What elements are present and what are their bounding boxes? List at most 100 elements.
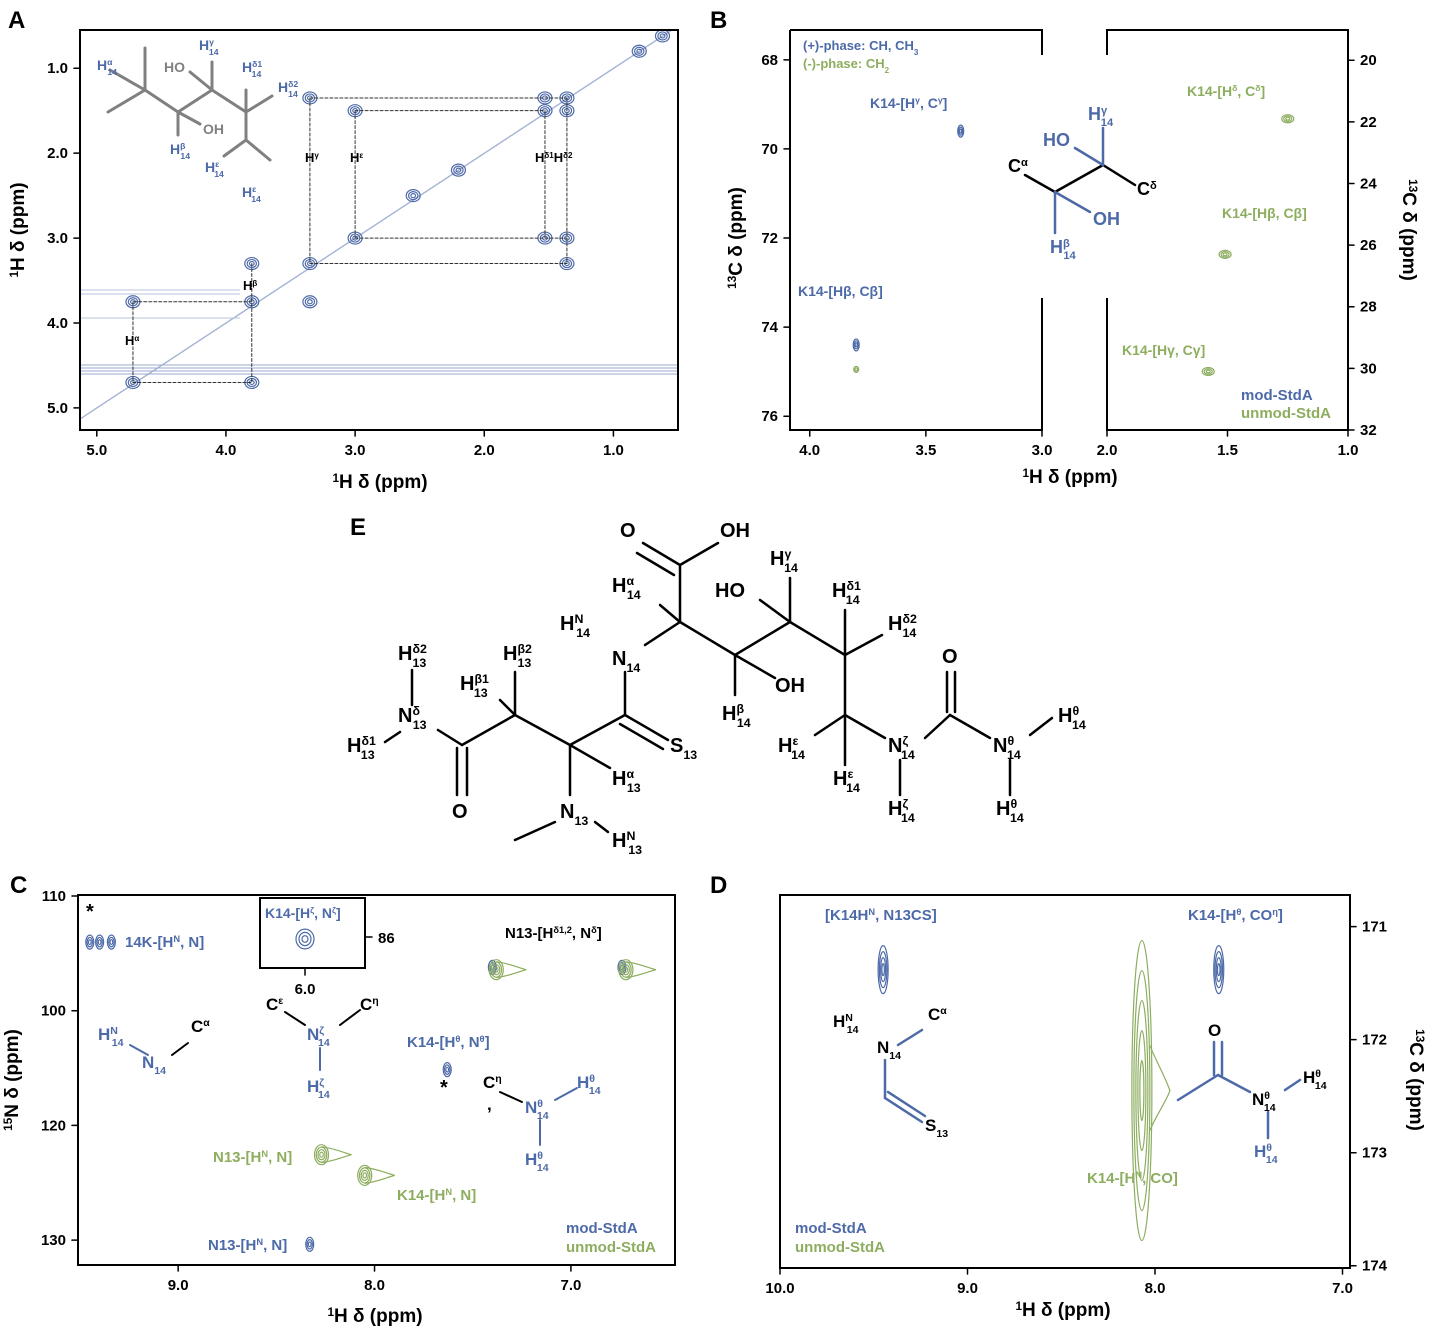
label-part: 13 xyxy=(936,1128,948,1140)
bond xyxy=(498,698,517,717)
label-part: 15 xyxy=(2,1117,15,1131)
atom-label: Hβ 14 xyxy=(1050,237,1077,262)
label-part: H xyxy=(612,768,626,790)
label-part: N xyxy=(110,1025,118,1037)
label-part: 14 xyxy=(112,1037,124,1049)
label-part: H δ (ppm) xyxy=(1029,467,1118,488)
atom-label: Hθ 14 xyxy=(577,1073,601,1097)
peak-label: K14-[Hδ, Cδ] xyxy=(1187,83,1265,99)
contour xyxy=(493,966,499,973)
x-tick-label: 8.0 xyxy=(364,1277,385,1294)
x-tick-label: 4.0 xyxy=(216,442,237,459)
contour xyxy=(295,928,315,950)
peak xyxy=(1218,249,1232,259)
atom-label: Hγ 14 xyxy=(199,37,219,57)
x-tick-label: 2.0 xyxy=(474,442,495,459)
x-tick-label: 4.0 xyxy=(799,442,820,459)
label-part: , CO xyxy=(1241,907,1272,924)
contour xyxy=(304,297,316,307)
peak xyxy=(106,934,116,950)
atom-label: Hβ 14 xyxy=(722,702,751,730)
x-tick-label: 3.0 xyxy=(345,442,366,459)
label-part: H δ (ppm) xyxy=(8,182,29,271)
atom-label: Hζ 14 xyxy=(888,797,915,825)
plot-frame xyxy=(79,29,679,431)
contour xyxy=(1135,999,1149,1182)
label-part: N xyxy=(845,1012,853,1024)
label-part: γ xyxy=(915,95,920,105)
label-part: 14 xyxy=(214,169,224,179)
bond xyxy=(923,713,952,740)
x-tick-label: 3.5 xyxy=(915,442,936,459)
contour xyxy=(654,30,671,43)
y-tick-label: 32 xyxy=(1360,422,1377,439)
label-part: 14 xyxy=(318,1089,330,1101)
label-part: 13 xyxy=(627,781,641,795)
label-part: 14 xyxy=(847,1024,859,1036)
label-part: N xyxy=(256,1237,263,1247)
label-part: H xyxy=(170,141,180,157)
label-part: K14-[H xyxy=(1187,83,1232,99)
label-part: ζ xyxy=(332,905,336,915)
label-part: N xyxy=(445,1187,452,1197)
y-tick-label: 70 xyxy=(761,141,778,158)
label-part: H xyxy=(560,613,574,635)
label-part: N xyxy=(525,1098,537,1117)
contour-tail xyxy=(625,961,657,979)
contour-tail xyxy=(321,1146,352,1164)
label-part: θ xyxy=(1236,907,1241,917)
x-tick-label: 9.0 xyxy=(957,1280,978,1297)
bond xyxy=(284,1011,306,1026)
label-part: H δ (ppm) xyxy=(334,1306,423,1327)
label-part: N xyxy=(173,934,180,944)
label-part: 14 xyxy=(1315,1080,1327,1092)
bond xyxy=(176,110,202,126)
label-part: 14 xyxy=(902,626,916,640)
label-part: 14 xyxy=(589,1085,601,1097)
label-part: ε xyxy=(215,159,219,169)
peak-label: [K14HN, N13CS] xyxy=(825,907,937,924)
label-part: K14-[H xyxy=(407,1034,455,1051)
bond xyxy=(383,730,402,744)
contour xyxy=(881,962,885,977)
atom-label: S13 xyxy=(925,1116,948,1140)
label-part: H xyxy=(1088,104,1101,124)
label-part: 1 xyxy=(332,472,339,485)
contour xyxy=(1201,366,1215,377)
peak-label: mod-StdA xyxy=(566,1220,638,1237)
atom-label: Hθ 14 xyxy=(525,1150,549,1174)
peak xyxy=(95,934,105,950)
legend-entry: unmod-StdA xyxy=(1241,405,1331,422)
bond xyxy=(1023,173,1057,194)
label-part: γ xyxy=(1101,105,1108,117)
y-tick-label: 72 xyxy=(761,230,778,247)
x-tick-label: 10.0 xyxy=(765,1280,794,1297)
contour xyxy=(85,934,95,950)
atom-label: HN 14 xyxy=(560,612,590,640)
bond xyxy=(843,633,884,657)
atom-label: Nθ 14 xyxy=(525,1098,549,1122)
peak xyxy=(1131,939,1171,1242)
contour xyxy=(357,1164,373,1186)
peak xyxy=(852,338,860,352)
contour xyxy=(1133,969,1151,1212)
label-part: 14 xyxy=(288,89,298,99)
atom-label: N14 xyxy=(877,1038,901,1062)
label-part: ε xyxy=(278,995,283,1007)
peak xyxy=(405,189,421,203)
label-part: γ xyxy=(209,37,214,47)
contour-tail xyxy=(496,961,527,979)
label-part: 14 xyxy=(1072,718,1086,732)
label-part: δ xyxy=(1255,83,1260,93)
x-tick-label: 3.0 xyxy=(1032,442,1053,459)
atom-label: HN 14 xyxy=(98,1025,124,1049)
label-part: δ xyxy=(412,704,420,718)
label-part: C δ (ppm) xyxy=(726,187,747,276)
bond xyxy=(1028,716,1054,737)
bond xyxy=(143,88,180,114)
x-axis-label: 1H δ (ppm) xyxy=(327,1306,422,1328)
bond xyxy=(499,1091,523,1103)
contour xyxy=(618,959,634,981)
label-part: 13 xyxy=(413,718,427,732)
label-part: 13 xyxy=(726,275,739,289)
